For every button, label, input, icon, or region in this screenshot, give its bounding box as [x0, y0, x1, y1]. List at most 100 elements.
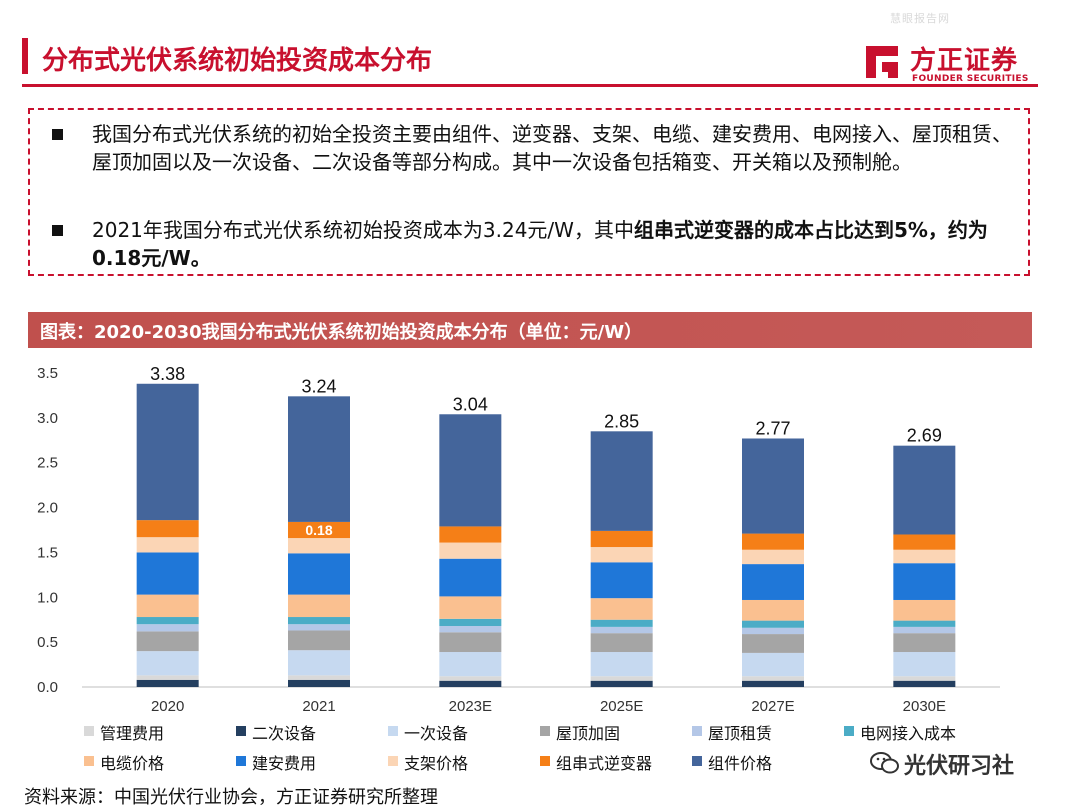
bar-segment: [742, 627, 804, 635]
page-title: 分布式光伏系统初始投资成本分布: [42, 46, 433, 76]
bar-segment: [893, 599, 956, 621]
legend-swatch: [84, 756, 94, 766]
legend-label: 屋顶加固: [556, 724, 621, 743]
bar-segment: [288, 630, 350, 651]
founder-logo-icon: [866, 46, 898, 78]
bar-segment: [136, 624, 199, 632]
bar-segment: [893, 445, 956, 535]
bar-segment: [742, 620, 804, 628]
bar-segment: [439, 526, 502, 543]
bar-segment: [742, 533, 804, 550]
bar-segment: [590, 619, 653, 627]
legend-swatch: [540, 756, 550, 766]
y-tick-label: 3.0: [37, 410, 58, 427]
bar-segment: [742, 676, 804, 681]
bar-segment: [136, 617, 199, 625]
bar-segment: [288, 521, 350, 539]
bar-segment: [136, 552, 199, 595]
x-tick-label: 2021: [302, 698, 335, 715]
segment-data-label: 0.18: [305, 522, 332, 538]
legend-swatch: [236, 726, 246, 736]
bar-segment: [439, 542, 502, 559]
bullet-text-highlight: 组串式逆变器的成本占比达到5%，约为0.18元/W。: [92, 218, 988, 270]
bar-segment: [742, 549, 804, 565]
bar-segment: [742, 564, 804, 600]
legend-label: 屋顶租赁: [708, 724, 773, 743]
bar-segment: [288, 679, 350, 687]
title-accent-bar: [22, 38, 28, 74]
bar-segment: [136, 651, 199, 676]
bar-segment: [288, 538, 350, 554]
legend-swatch: [844, 726, 854, 736]
bar-segment: [590, 431, 653, 531]
bar-segment: [893, 626, 956, 634]
bar-segment: [893, 563, 956, 600]
legend-label: 电缆价格: [100, 754, 165, 773]
logo-chinese-name: 方正证券: [910, 46, 1019, 76]
bar-segment: [590, 680, 653, 687]
y-tick-label: 0.5: [37, 634, 58, 651]
bar-segment: [590, 562, 653, 599]
bullet-text-normal: 2021年我国分布式光伏系统初始投资成本为3.24元/W，其中: [92, 218, 634, 242]
bullet-text: 2021年我国分布式光伏系统初始投资成本为3.24元/W，其中组串式逆变器的成本…: [92, 216, 1012, 272]
bullet-square-icon: [52, 225, 63, 236]
bar-segment: [893, 534, 956, 550]
legend-swatch: [84, 726, 94, 736]
summary-box: 我国分布式光伏系统的初始全投资主要由组件、逆变器、支架、电缆、建安费用、电网接入…: [28, 108, 1030, 276]
legend-label: 组件价格: [708, 754, 773, 773]
bar-segment: [439, 680, 502, 687]
bar-segment: [590, 633, 653, 653]
chart-legend: 管理费用 二次设备 一次设备 屋顶加固 屋顶租赁 电网接入成本 电缆价格 建安费用 支架价格 组串…: [84, 720, 1024, 776]
bar-segment: [893, 633, 956, 653]
bar-segment: [439, 676, 502, 681]
legend-swatch: [692, 726, 702, 736]
bar-segment: [590, 652, 653, 677]
legend-swatch: [388, 726, 398, 736]
logo-english-name: FOUNDER SECURITIES: [912, 74, 1029, 84]
bar-segment: [742, 652, 804, 677]
y-tick-label: 0.0: [37, 679, 58, 696]
x-tick-label: 2023E: [449, 698, 492, 715]
bar-segment: [590, 598, 653, 620]
bar-segment: [439, 596, 502, 619]
bar-segment: [590, 547, 653, 563]
stacked-bar-chart: 0.0 0.5 1.0 1.5 2.0 2.5 3.0 3.5 3.38 2020 0.18 3.24…: [37, 364, 1000, 715]
legend-swatch: [540, 726, 550, 736]
bar-segment: [439, 652, 502, 677]
y-tick-label: 2.0: [37, 500, 58, 517]
watermark-text: 慧眼报告网: [890, 12, 950, 25]
x-tick-label: 2020: [151, 698, 184, 715]
legend-label: 电网接入成本: [860, 724, 957, 743]
x-tick-label: 2025E: [600, 698, 643, 715]
bar-segment: [439, 558, 502, 597]
source-note: 资料来源：中国光伏行业协会，方正证券研究所整理: [24, 787, 438, 808]
bar-segment: [136, 594, 199, 618]
total-data-label: 2.69: [907, 426, 942, 446]
y-tick-label: 1.5: [37, 544, 58, 561]
y-tick-label: 1.0: [37, 589, 58, 606]
bar-segment: [288, 624, 350, 631]
legend-label: 一次设备: [404, 724, 469, 743]
bar-segment: [439, 632, 502, 653]
total-data-label: 3.38: [150, 364, 185, 384]
total-data-label: 2.85: [604, 411, 639, 431]
bar-segment: [742, 438, 804, 534]
bar-segment: [439, 625, 502, 633]
wechat-account-name: 光伏研习社: [904, 754, 1015, 779]
bar-segment: [136, 520, 199, 538]
legend-swatch: [236, 756, 246, 766]
bar-segment: [136, 675, 199, 680]
bar-segment: [136, 537, 199, 553]
bar-segment: [288, 553, 350, 595]
bar-segment: [439, 618, 502, 626]
bar-segment: [742, 599, 804, 621]
bar-segment: [742, 680, 804, 687]
legend-label: 组串式逆变器: [556, 754, 653, 773]
bar-segment: [288, 594, 350, 618]
total-data-label: 3.04: [453, 394, 488, 414]
chart-header-title: 图表：2020-2030我国分布式光伏系统初始投资成本分布（单位：元/W）: [40, 322, 643, 343]
bar-segment: [136, 631, 199, 652]
chart-header: 图表：2020-2030我国分布式光伏系统初始投资成本分布（单位：元/W）: [28, 312, 1032, 348]
bar-segment: [288, 675, 350, 680]
header-divider: [22, 84, 1038, 87]
